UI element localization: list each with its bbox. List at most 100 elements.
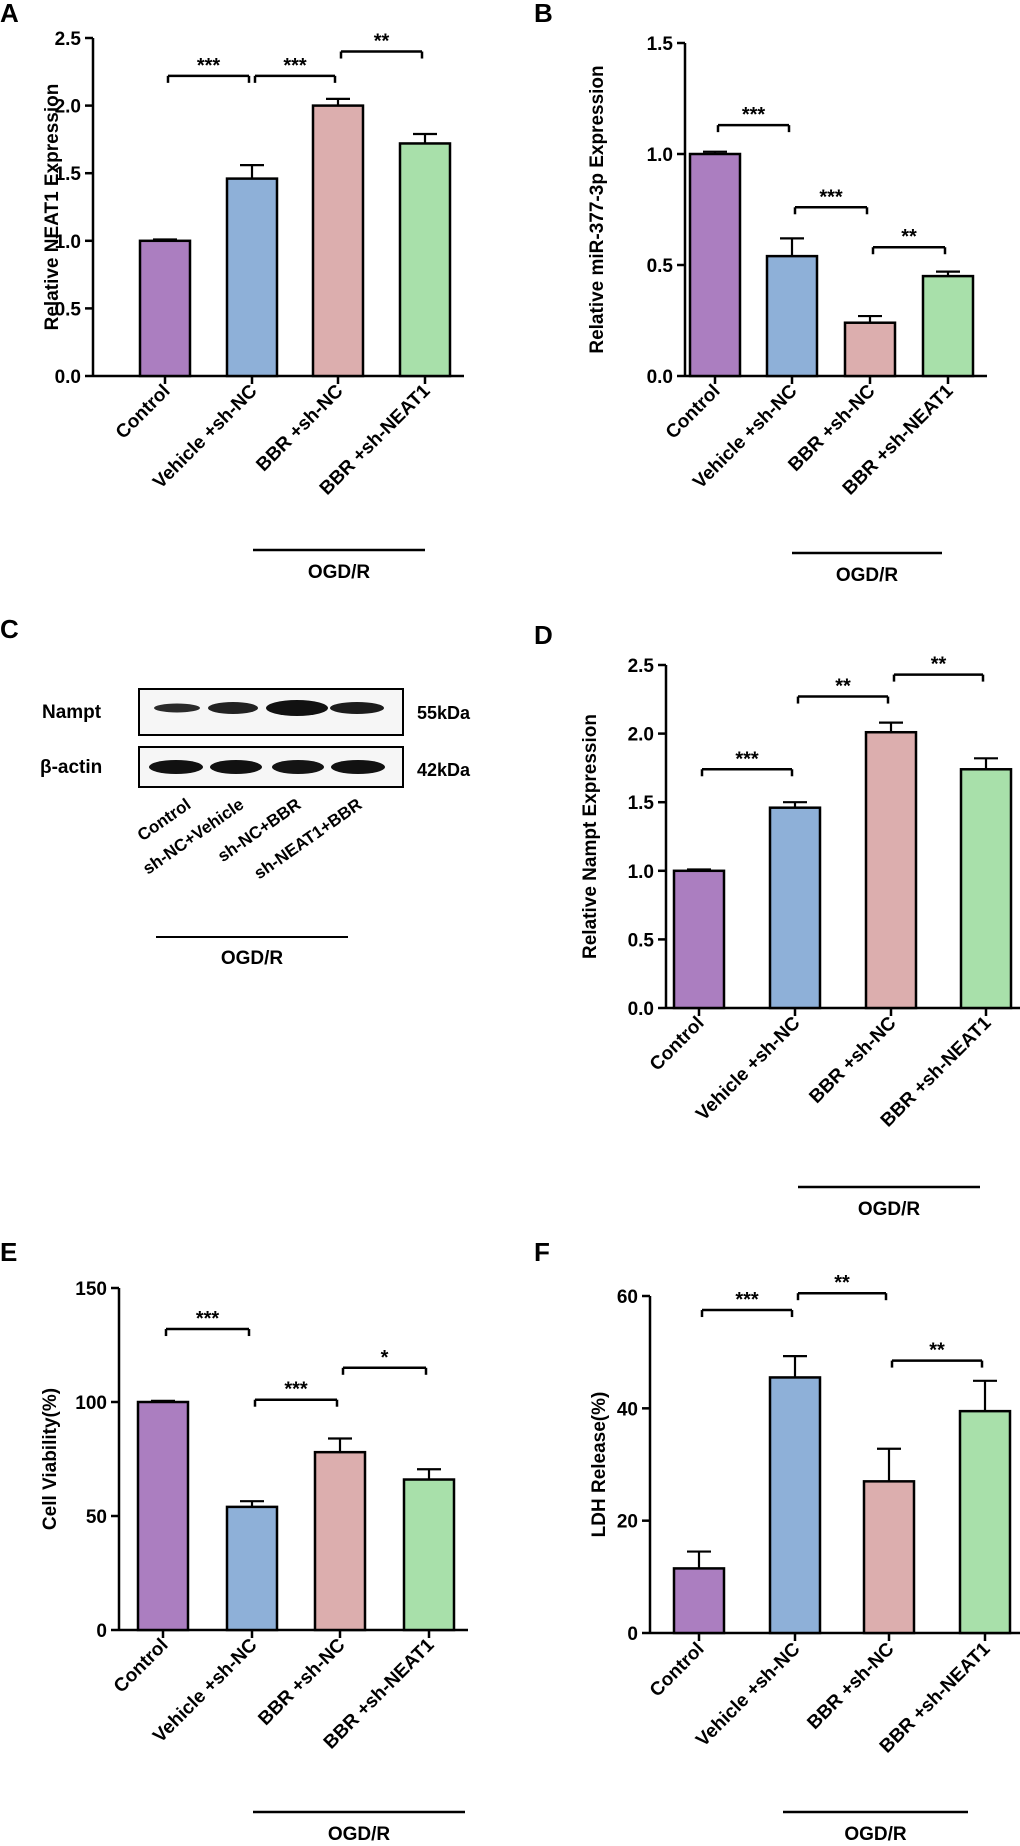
blot-band (272, 760, 324, 774)
y-tick-label: 2.0 (55, 97, 81, 118)
category-label: Vehicle +sh-NC (692, 1638, 804, 1750)
panel-letter-f: F (534, 1237, 550, 1267)
category-label: BBR +sh-NC (252, 380, 347, 475)
y-axis-label: Cell Viability(%) (40, 1388, 61, 1530)
blot-row-label: β-actin (40, 757, 102, 778)
bar (402, 1478, 456, 1632)
blot-band (149, 760, 203, 774)
significance-label: ** (901, 226, 917, 248)
y-tick-label: 1.5 (628, 793, 655, 814)
bar (768, 806, 822, 1010)
y-axis-label: LDH Release(%) (589, 1392, 610, 1538)
y-tick-label: 2.0 (628, 725, 654, 746)
y-tick-label: 20 (617, 1512, 638, 1533)
blot-group-label: OGD/R (221, 948, 284, 969)
y-axis-label: Relative Nampt Expression (580, 714, 601, 959)
significance-label: *** (819, 186, 843, 208)
category-label: BBR +sh-NC (803, 1638, 898, 1733)
y-tick-label: 2.5 (55, 29, 82, 50)
y-tick-label: 60 (617, 1287, 638, 1308)
significance-label: *** (742, 104, 766, 126)
category-label: Control (662, 381, 725, 444)
significance-label: *** (735, 1289, 759, 1311)
y-tick-label: 1.5 (55, 164, 82, 185)
group-label: OGD/R (858, 1199, 921, 1220)
bar (672, 1567, 726, 1635)
significance-label: *** (196, 1308, 220, 1330)
bar (921, 274, 975, 378)
y-tick-label: 0.0 (647, 367, 673, 388)
bar (843, 321, 897, 378)
category-label: Control (646, 1013, 709, 1076)
y-axis-label: Relative NEAT1 Expression (42, 84, 63, 331)
significance-label: * (381, 1347, 389, 1369)
bar (688, 152, 742, 378)
y-tick-label: 1.5 (647, 34, 674, 55)
category-label: Control (646, 1639, 709, 1702)
y-tick-label: 50 (86, 1507, 107, 1528)
y-tick-label: 100 (75, 1393, 107, 1414)
bar (225, 1505, 279, 1632)
bar (768, 1376, 822, 1635)
group-label: OGD/R (836, 565, 899, 586)
y-tick-label: 40 (617, 1399, 638, 1420)
blot-size-label: 55kDa (417, 703, 471, 723)
group-label: OGD/R (308, 562, 371, 583)
y-tick-label: 0.5 (647, 256, 674, 277)
panel-letter-d: D (534, 620, 553, 650)
y-tick-label: 0.5 (55, 299, 82, 320)
bar (862, 1480, 916, 1635)
panel-letter-c: C (0, 614, 19, 644)
panel-letter-e: E (0, 1237, 17, 1267)
bar (311, 104, 365, 378)
y-tick-label: 2.5 (628, 656, 655, 677)
y-tick-label: 0.0 (628, 999, 654, 1020)
blot-band (266, 700, 328, 716)
y-tick-label: 0.0 (55, 367, 81, 388)
significance-label: *** (283, 55, 307, 77)
significance-label: *** (735, 748, 759, 770)
bar (313, 1450, 367, 1632)
blot-size-label: 42kDa (417, 760, 471, 780)
category-label: Vehicle +sh-NC (692, 1012, 804, 1124)
significance-label: ** (835, 676, 851, 698)
bar (672, 869, 726, 1010)
bar (398, 142, 452, 378)
chart-d-nampt-expression: 0.0 0.5 1.0 1.5 2.0 2.5 Relative Nampt Express… (580, 654, 1020, 1220)
blot-band (330, 702, 384, 714)
bar (138, 239, 192, 378)
y-tick-label: 150 (75, 1279, 107, 1300)
blot-band (331, 760, 385, 774)
bar (225, 177, 279, 378)
panel-letter-a: A (0, 0, 19, 28)
blot-band (208, 702, 258, 714)
panel-letter-b: B (534, 0, 553, 28)
significance-label: *** (197, 55, 221, 77)
significance-label: *** (284, 1379, 308, 1401)
significance-label: ** (929, 1340, 945, 1362)
bar (958, 1409, 1012, 1635)
y-tick-label: 1.0 (55, 232, 81, 253)
y-tick-label: 0 (96, 1621, 107, 1642)
western-blot-panel: Nampt β-actin 55kDa 42kDa Control sh-NC+… (40, 688, 471, 969)
bar (959, 768, 1013, 1010)
group-label: OGD/R (328, 1824, 391, 1845)
chart-a-neat1-expression: 0.0 0.5 1.0 1.5 2.0 2.5 Relative NEAT1 Express… (42, 29, 464, 583)
y-tick-label: 0.5 (628, 930, 655, 951)
chart-b-mir377-expression: 0.0 0.5 1.0 1.5 Relative miR-377-3p Expressi… (587, 34, 987, 586)
category-label: Control (110, 1635, 173, 1698)
y-tick-label: 0 (627, 1624, 638, 1645)
blot-lane-label: sh-NEAT1+BBR (251, 795, 366, 883)
bar (136, 1400, 190, 1632)
y-tick-label: 1.0 (628, 862, 654, 883)
significance-label: ** (374, 31, 390, 53)
bar (765, 254, 819, 378)
blot-band (210, 760, 262, 774)
significance-label: ** (931, 654, 947, 676)
bar (864, 730, 918, 1010)
y-axis-label: Relative miR-377-3p Expression (587, 65, 608, 353)
category-label: Control (112, 381, 175, 444)
